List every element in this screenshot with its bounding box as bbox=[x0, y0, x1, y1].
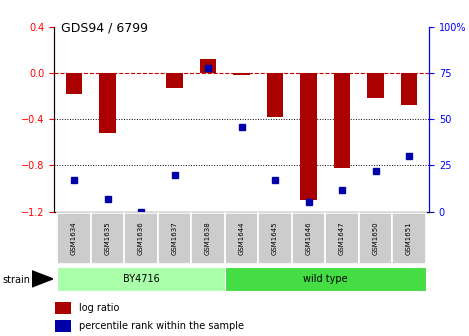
Bar bbox=[300, 73, 317, 200]
Bar bbox=[66, 73, 83, 94]
Bar bbox=[401, 73, 417, 106]
Text: GSM1647: GSM1647 bbox=[339, 222, 345, 255]
Text: GSM1634: GSM1634 bbox=[71, 222, 77, 255]
FancyBboxPatch shape bbox=[292, 213, 325, 264]
FancyBboxPatch shape bbox=[57, 213, 91, 264]
Bar bbox=[267, 73, 283, 117]
FancyBboxPatch shape bbox=[225, 267, 426, 291]
FancyBboxPatch shape bbox=[91, 213, 124, 264]
FancyBboxPatch shape bbox=[225, 213, 258, 264]
Text: GSM1646: GSM1646 bbox=[305, 222, 311, 255]
Text: GSM1637: GSM1637 bbox=[172, 222, 178, 255]
FancyBboxPatch shape bbox=[124, 213, 158, 264]
Text: GSM1651: GSM1651 bbox=[406, 222, 412, 255]
Text: GSM1650: GSM1650 bbox=[372, 222, 378, 255]
Bar bbox=[99, 73, 116, 133]
Bar bbox=[333, 73, 350, 168]
FancyBboxPatch shape bbox=[57, 267, 225, 291]
Text: strain: strain bbox=[2, 275, 30, 285]
Bar bbox=[55, 302, 71, 314]
Bar bbox=[200, 59, 216, 73]
Text: GSM1636: GSM1636 bbox=[138, 222, 144, 255]
Bar bbox=[166, 73, 183, 88]
Text: BY4716: BY4716 bbox=[123, 274, 159, 284]
FancyBboxPatch shape bbox=[191, 213, 225, 264]
Bar bbox=[367, 73, 384, 98]
Bar bbox=[233, 73, 250, 75]
Text: percentile rank within the sample: percentile rank within the sample bbox=[79, 321, 244, 331]
FancyBboxPatch shape bbox=[392, 213, 426, 264]
Text: wild type: wild type bbox=[303, 274, 348, 284]
Text: GSM1635: GSM1635 bbox=[105, 222, 111, 255]
FancyBboxPatch shape bbox=[158, 213, 191, 264]
Text: GSM1645: GSM1645 bbox=[272, 222, 278, 255]
Text: GSM1644: GSM1644 bbox=[239, 222, 244, 255]
Text: GSM1638: GSM1638 bbox=[205, 222, 211, 255]
FancyBboxPatch shape bbox=[359, 213, 392, 264]
Text: GDS94 / 6799: GDS94 / 6799 bbox=[61, 22, 148, 35]
Polygon shape bbox=[32, 271, 53, 287]
Text: log ratio: log ratio bbox=[79, 303, 119, 313]
FancyBboxPatch shape bbox=[258, 213, 292, 264]
Bar bbox=[55, 320, 71, 332]
FancyBboxPatch shape bbox=[325, 213, 359, 264]
